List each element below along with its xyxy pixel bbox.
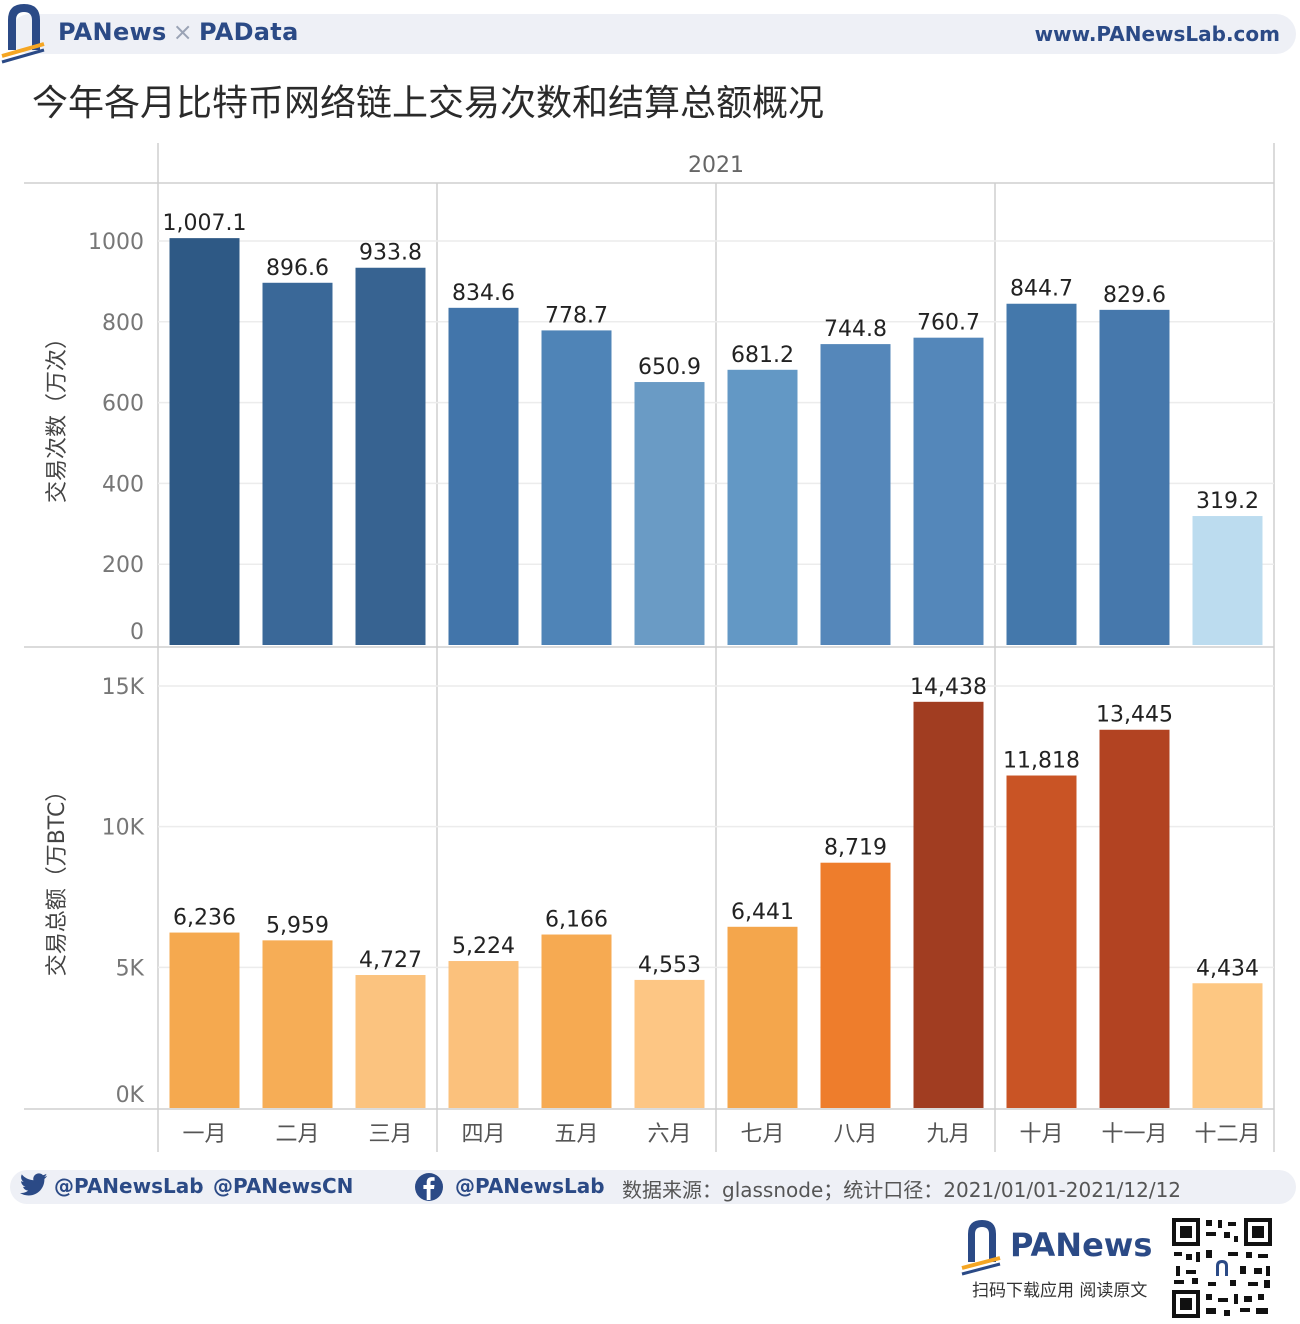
twitter-handle-1[interactable]: @PANewsLab	[54, 1174, 204, 1198]
twitter-handle-2[interactable]: @PANewsCN	[213, 1174, 354, 1198]
bar	[448, 961, 519, 1108]
x-category-label: 十一月	[1101, 1122, 1167, 1147]
x-category-label: 二月	[275, 1122, 319, 1147]
data-label: 6,236	[173, 906, 236, 931]
bar	[1006, 775, 1077, 1108]
data-label: 5,959	[266, 913, 329, 938]
data-label: 933.8	[359, 241, 422, 266]
x-category-label: 八月	[833, 1122, 877, 1147]
bar	[913, 701, 984, 1108]
data-label: 829.6	[1103, 283, 1166, 308]
x-category-label: 一月	[182, 1122, 226, 1147]
data-label: 778.7	[545, 303, 608, 328]
panews-footer-logo-icon	[961, 1220, 1001, 1276]
data-label: 319.2	[1196, 489, 1259, 514]
column-header-year: 2021	[688, 153, 744, 178]
brand-separator: ×	[172, 18, 194, 46]
x-category-label: 七月	[740, 1122, 784, 1147]
y-tick-label: 5K	[116, 956, 145, 981]
data-source-note: 数据来源：glassnode；统计口径：2021/01/01-2021/12/1…	[622, 1178, 1182, 1202]
bar	[634, 979, 705, 1108]
bar	[355, 267, 426, 645]
data-label: 6,166	[545, 908, 608, 933]
header-bar	[10, 14, 1296, 54]
x-category-label: 五月	[554, 1122, 598, 1147]
y-axis-title: 交易次数（万次）	[45, 327, 70, 503]
footer-bar	[10, 1170, 1296, 1204]
data-label: 834.6	[452, 281, 515, 306]
bar	[1192, 516, 1263, 645]
y-tick-label: 0	[130, 620, 144, 645]
bar	[1099, 729, 1170, 1108]
bar	[727, 926, 798, 1108]
bar	[1006, 303, 1077, 645]
data-label: 650.9	[638, 355, 701, 380]
bar	[1192, 983, 1263, 1108]
y-tick-label: 600	[102, 392, 144, 417]
app-download-text: 扫码下载应用 阅读原文	[972, 1281, 1148, 1301]
x-category-label: 九月	[926, 1122, 970, 1147]
qr-code-icon[interactable]	[1170, 1216, 1274, 1320]
bar	[262, 282, 333, 645]
bar	[169, 932, 240, 1108]
y-axis-title: 交易总额（万BTC）	[45, 780, 70, 977]
page-title: 今年各月比特币网络链上交易次数和结算总额概况	[32, 83, 825, 124]
data-label: 4,553	[638, 953, 701, 978]
bar	[820, 344, 891, 645]
twitter-icon[interactable]	[20, 1172, 50, 1200]
data-label: 760.7	[917, 311, 980, 336]
bar	[727, 369, 798, 645]
y-tick-label: 10K	[102, 816, 145, 841]
footer-brand: PANews	[1010, 1226, 1153, 1264]
brand-panews: PANews	[58, 18, 167, 46]
y-tick-label: 200	[102, 553, 144, 578]
panews-logo-icon	[1, 4, 45, 64]
x-category-label: 十二月	[1194, 1122, 1260, 1147]
brand-padata: PAData	[199, 18, 299, 46]
facebook-icon[interactable]	[414, 1172, 444, 1202]
y-tick-label: 400	[102, 472, 144, 497]
data-label: 744.8	[824, 317, 887, 342]
x-category-label: 三月	[368, 1122, 412, 1147]
bar	[262, 940, 333, 1108]
bar	[541, 330, 612, 645]
bar-chart: 2021 0 200 400 600 800 1000 交易次数（万次） 1,007.1 896.…	[24, 143, 1275, 1152]
bar	[634, 382, 705, 645]
data-label: 6,441	[731, 900, 794, 925]
y-tick-label: 15K	[102, 675, 145, 700]
data-label: 1,007.1	[163, 211, 247, 236]
y-tick-label: 0K	[116, 1083, 145, 1108]
data-label: 896.6	[266, 256, 329, 281]
bar	[913, 337, 984, 645]
data-label: 8,719	[824, 836, 887, 861]
bar	[541, 934, 612, 1108]
data-label: 4,727	[359, 948, 422, 973]
data-label: 11,818	[1003, 749, 1080, 774]
x-category-label: 十月	[1019, 1122, 1063, 1147]
data-label: 5,224	[452, 934, 515, 959]
data-label: 13,445	[1096, 703, 1173, 728]
bar	[820, 862, 891, 1108]
data-label: 844.7	[1010, 277, 1073, 302]
bar	[169, 238, 240, 646]
data-label: 14,438	[910, 675, 987, 700]
bar	[1099, 309, 1170, 645]
brand-title: PANews × PAData	[58, 18, 299, 46]
x-category-label: 四月	[461, 1122, 505, 1147]
facebook-handle[interactable]: @PANewsLab	[455, 1174, 605, 1198]
y-tick-label: 1000	[88, 230, 144, 255]
x-category-label: 六月	[647, 1122, 691, 1147]
data-label: 4,434	[1196, 956, 1259, 981]
bar	[448, 307, 519, 645]
site-link[interactable]: www.PANewsLab.com	[1034, 22, 1280, 46]
bar	[355, 975, 426, 1108]
y-tick-label: 800	[102, 311, 144, 336]
data-label: 681.2	[731, 343, 794, 368]
